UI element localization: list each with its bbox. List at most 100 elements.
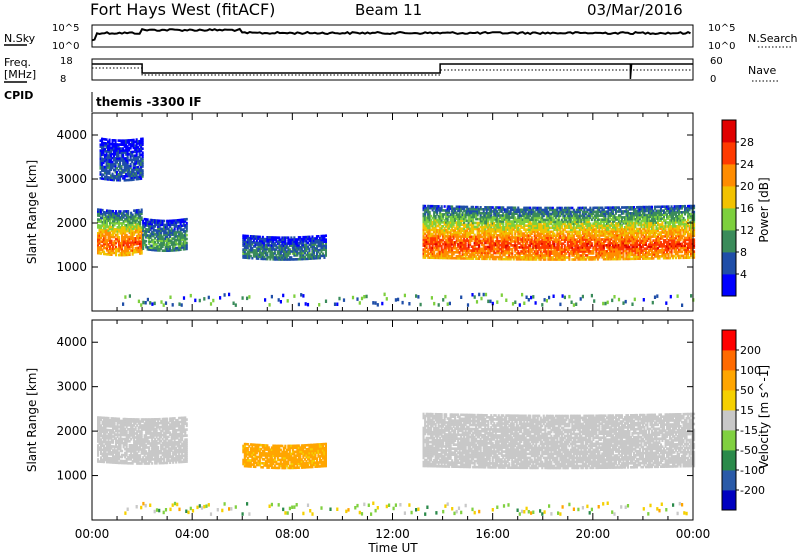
data-cell bbox=[629, 243, 632, 247]
data-cell bbox=[478, 249, 481, 253]
data-cell bbox=[454, 251, 457, 254]
data-cell bbox=[553, 258, 556, 261]
data-cell bbox=[563, 206, 566, 210]
data-cell bbox=[121, 228, 124, 231]
data-cell bbox=[481, 223, 484, 227]
data-cell bbox=[637, 219, 640, 223]
data-cell bbox=[509, 255, 512, 259]
data-cell bbox=[506, 216, 509, 219]
data-cell bbox=[293, 254, 296, 257]
data-cell bbox=[512, 257, 515, 261]
data-cell bbox=[449, 250, 452, 254]
data-cell bbox=[482, 229, 485, 233]
data-cell bbox=[617, 208, 620, 211]
data-cell bbox=[112, 235, 115, 239]
data-cell bbox=[536, 246, 539, 249]
data-cell bbox=[116, 237, 119, 241]
data-cell bbox=[544, 240, 547, 243]
data-cell bbox=[488, 241, 491, 245]
data-cell bbox=[134, 225, 137, 228]
data-cell bbox=[484, 221, 487, 225]
data-cell bbox=[479, 255, 482, 259]
data-cell bbox=[574, 226, 577, 230]
data-cell bbox=[436, 252, 439, 256]
data-cell bbox=[620, 247, 623, 251]
data-cell bbox=[115, 228, 118, 231]
data-cell bbox=[428, 252, 431, 255]
data-cell bbox=[100, 208, 103, 212]
data-cell bbox=[548, 222, 551, 226]
data-cell bbox=[136, 240, 139, 244]
data-cell bbox=[497, 214, 500, 217]
data-cell bbox=[473, 251, 476, 254]
data-cell bbox=[487, 253, 490, 257]
data-cell bbox=[535, 256, 538, 259]
data-cell bbox=[476, 251, 479, 254]
data-cell bbox=[554, 238, 557, 241]
data-cell bbox=[520, 210, 523, 214]
data-cell bbox=[611, 212, 614, 215]
data-cell bbox=[436, 246, 439, 250]
data-cell bbox=[511, 230, 514, 233]
data-cell bbox=[442, 256, 445, 260]
data-cell bbox=[530, 218, 533, 222]
data-cell bbox=[248, 248, 251, 252]
data-cell bbox=[475, 211, 478, 215]
data-cell bbox=[472, 251, 475, 254]
data-cell bbox=[443, 234, 446, 238]
data-cell bbox=[569, 234, 572, 237]
data-cell bbox=[559, 240, 562, 243]
data-cell bbox=[452, 221, 455, 224]
data-cell bbox=[278, 256, 281, 259]
data-cell bbox=[545, 250, 548, 253]
data-cell bbox=[641, 249, 644, 252]
data-cell bbox=[625, 247, 628, 251]
data-cell bbox=[311, 235, 314, 238]
data-cell bbox=[611, 240, 614, 243]
data-cell bbox=[170, 237, 173, 240]
data-cell bbox=[550, 258, 553, 261]
data-cell bbox=[595, 236, 598, 239]
data-cell bbox=[142, 237, 145, 241]
data-cell bbox=[541, 218, 544, 222]
data-cell bbox=[538, 258, 541, 261]
data-cell bbox=[485, 217, 488, 221]
data-cell bbox=[167, 229, 170, 233]
data-cell bbox=[533, 206, 536, 210]
data-cell bbox=[538, 234, 541, 237]
data-cell bbox=[610, 232, 613, 235]
data-cell bbox=[508, 238, 511, 241]
data-cell bbox=[629, 239, 632, 243]
data-cell bbox=[578, 214, 581, 218]
data-cell bbox=[243, 240, 246, 244]
data-cell bbox=[284, 236, 287, 239]
data-cell bbox=[544, 238, 547, 241]
data-cell bbox=[263, 237, 266, 241]
data-cell bbox=[125, 251, 128, 255]
data-cell bbox=[454, 256, 457, 260]
data-cell bbox=[607, 230, 610, 233]
data-cell bbox=[470, 253, 473, 256]
data-cell bbox=[569, 226, 572, 230]
data-cell bbox=[434, 248, 437, 252]
data-cell bbox=[632, 221, 635, 225]
data-cell bbox=[551, 258, 554, 261]
data-cell bbox=[548, 214, 551, 218]
data-cell bbox=[479, 219, 482, 223]
data-cell bbox=[632, 241, 635, 245]
data-cell bbox=[493, 224, 496, 227]
data-cell bbox=[442, 228, 445, 232]
data-cell bbox=[97, 220, 100, 223]
data-cell bbox=[130, 231, 133, 235]
data-cell bbox=[586, 236, 589, 239]
data-cell bbox=[125, 216, 128, 219]
data-cell bbox=[646, 251, 649, 254]
data-cell bbox=[449, 245, 452, 248]
data-cell bbox=[574, 240, 577, 243]
data-cell bbox=[599, 218, 602, 221]
data-cell bbox=[458, 227, 461, 230]
data-cell bbox=[422, 250, 425, 253]
data-cell bbox=[527, 250, 530, 253]
data-cell bbox=[506, 246, 509, 249]
data-cell bbox=[542, 256, 545, 259]
